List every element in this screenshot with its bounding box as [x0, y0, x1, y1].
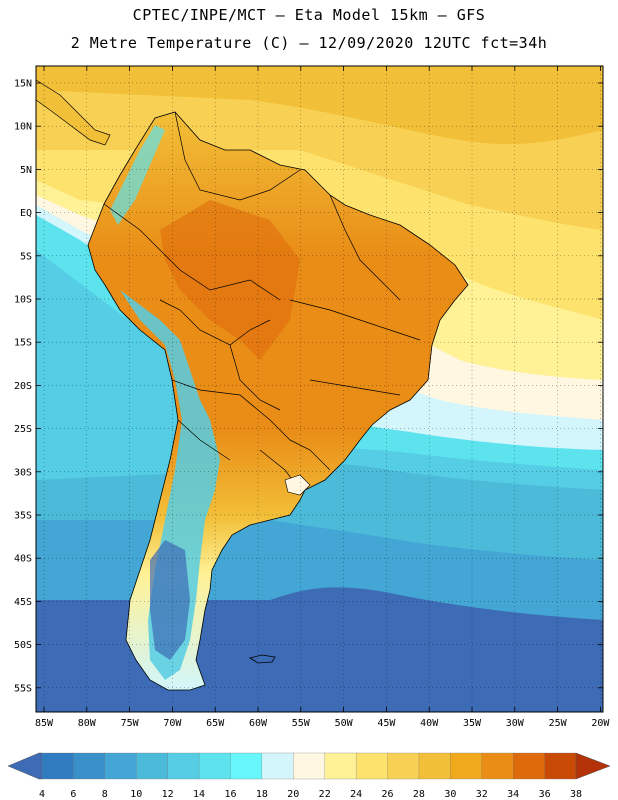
colorbar-swatch — [198, 752, 232, 780]
lat-label-eq: EQ — [20, 208, 32, 219]
lat-label-25s: 25S — [14, 424, 32, 435]
colorbar-swatch — [387, 752, 420, 780]
falkland-islands — [248, 654, 276, 664]
title-line-2: 2 Metre Temperature (C) – 12/09/2020 12U… — [70, 34, 548, 52]
lon-label-20w: 20W — [591, 718, 610, 729]
lat-label-15s: 15S — [14, 338, 32, 349]
colorbar-label-34: 34 — [507, 789, 519, 800]
country-borders — [103, 111, 421, 491]
lat-label-30s: 30S — [14, 467, 32, 478]
lat-label-15n: 15N — [14, 79, 32, 90]
lon-label-60w: 60W — [249, 718, 268, 729]
central-america-land — [36, 79, 111, 146]
lon-label-80w: 80W — [78, 718, 97, 729]
colorbar-label-14: 14 — [193, 789, 205, 800]
lon-label-85w: 85W — [35, 718, 54, 729]
colorbar-labels: 4 6 8 10 12 14 16 18 20 22 24 26 28 30 32 34 36 38 — [39, 789, 582, 800]
colorbar-label-20: 20 — [287, 789, 299, 800]
lon-label-35w: 35W — [463, 718, 482, 729]
lat-label-45s: 45S — [14, 597, 32, 608]
colorbar-swatch — [73, 752, 106, 780]
lon-label-45w: 45W — [377, 718, 396, 729]
colorbar-label-6: 6 — [70, 789, 76, 800]
colorbar-swatch — [418, 752, 452, 780]
colorbar-label-26: 26 — [382, 789, 394, 800]
andes-cool-strip — [120, 290, 220, 680]
lat-label-55s: 55S — [14, 683, 32, 694]
colorbar-swatch — [450, 752, 483, 780]
colorbar-swatch — [481, 752, 514, 780]
colorbar-swatch — [324, 752, 357, 780]
colorbar-swatch — [355, 752, 389, 780]
colorbar-swatch — [230, 752, 263, 780]
lat-label-50s: 50S — [14, 640, 32, 651]
lat-label-10n: 10N — [14, 122, 32, 133]
colorbar-label-12: 12 — [162, 789, 174, 800]
lon-label-65w: 65W — [206, 718, 225, 729]
latitude-labels: 15N 10N 5N EQ 5S 10S 15S 20S 25S 30S 35S 40S 45S 50S 5… — [14, 79, 32, 695]
colorbar-label-10: 10 — [130, 789, 142, 800]
lat-label-5n: 5N — [20, 165, 32, 176]
longitude-labels: 85W 80W 75W 70W 65W 60W 55W 50W 45W 40W 35W 30W 25W 2… — [35, 718, 610, 729]
colorbar-swatch — [544, 752, 577, 780]
colorbar-label-18: 18 — [256, 789, 268, 800]
lat-label-20s: 20S — [14, 381, 32, 392]
colorbar-swatch-min — [7, 752, 43, 780]
colorbar-swatch — [136, 752, 169, 780]
lon-label-75w: 75W — [121, 718, 140, 729]
ocean-band-30 — [36, 66, 603, 145]
colorbar-label-28: 28 — [413, 789, 425, 800]
lat-label-5s: 5S — [20, 251, 32, 262]
colorbar-label-4: 4 — [39, 789, 45, 800]
lon-label-40w: 40W — [420, 718, 439, 729]
north-andes-cool — [110, 125, 165, 225]
colorbar-label-32: 32 — [476, 789, 488, 800]
colorbar-label-8: 8 — [102, 789, 108, 800]
colorbar-label-36: 36 — [539, 789, 551, 800]
colorbar — [7, 752, 611, 780]
colorbar-swatch-max — [575, 752, 611, 780]
colorbar-label-16: 16 — [224, 789, 236, 800]
colorbar-swatch — [167, 752, 200, 780]
map-area — [36, 66, 603, 712]
lat-label-35s: 35S — [14, 511, 32, 522]
colorbar-swatch — [104, 752, 137, 780]
colorbar-swatch — [293, 752, 326, 780]
patagonia-cold — [150, 540, 190, 660]
colorbar-label-30: 30 — [444, 789, 456, 800]
lat-label-40s: 40S — [14, 554, 32, 565]
lat-label-10s: 10S — [14, 295, 32, 306]
lon-label-30w: 30W — [506, 718, 525, 729]
lon-label-70w: 70W — [163, 718, 182, 729]
lon-label-55w: 55W — [292, 718, 311, 729]
lat-lon-grid — [36, 66, 603, 712]
colorbar-label-24: 24 — [350, 789, 362, 800]
axis-ticks — [36, 66, 603, 712]
title-line-1: CPTEC/INPE/MCT – Eta Model 15km – GFS — [132, 6, 486, 24]
colorbar-swatch — [41, 752, 75, 780]
colorbar-label-38: 38 — [570, 789, 582, 800]
lon-label-50w: 50W — [335, 718, 354, 729]
lon-label-25w: 25W — [549, 718, 568, 729]
colorbar-swatch — [513, 752, 546, 780]
colorbar-label-22: 22 — [319, 789, 331, 800]
lagoon — [284, 474, 311, 496]
southern-cone-warm — [160, 200, 300, 360]
map-frame — [35, 65, 604, 713]
colorbar-swatch — [261, 752, 294, 780]
